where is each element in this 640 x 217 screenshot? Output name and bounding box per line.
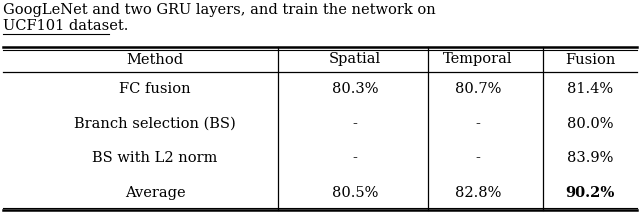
Text: Method: Method <box>127 53 184 66</box>
Text: 80.5%: 80.5% <box>332 186 378 200</box>
Text: Average: Average <box>125 186 186 200</box>
Text: BS with L2 norm: BS with L2 norm <box>92 151 218 165</box>
Text: UCF101 dataset.: UCF101 dataset. <box>3 19 129 33</box>
Text: -: - <box>353 117 357 131</box>
Text: 80.3%: 80.3% <box>332 82 378 96</box>
Text: Fusion: Fusion <box>565 53 615 66</box>
Text: 90.2%: 90.2% <box>565 186 614 200</box>
Text: 80.7%: 80.7% <box>455 82 501 96</box>
Text: 83.9%: 83.9% <box>567 151 613 165</box>
Text: 80.0%: 80.0% <box>567 117 613 131</box>
Text: FC fusion: FC fusion <box>119 82 191 96</box>
Text: GoogLeNet and two GRU layers, and train the network on: GoogLeNet and two GRU layers, and train … <box>3 3 436 17</box>
Text: -: - <box>476 117 481 131</box>
Text: Branch selection (BS): Branch selection (BS) <box>74 117 236 131</box>
Text: -: - <box>476 151 481 165</box>
Text: Spatial: Spatial <box>329 53 381 66</box>
Text: -: - <box>353 151 357 165</box>
Text: 81.4%: 81.4% <box>567 82 613 96</box>
Text: Temporal: Temporal <box>444 53 513 66</box>
Text: 82.8%: 82.8% <box>455 186 501 200</box>
